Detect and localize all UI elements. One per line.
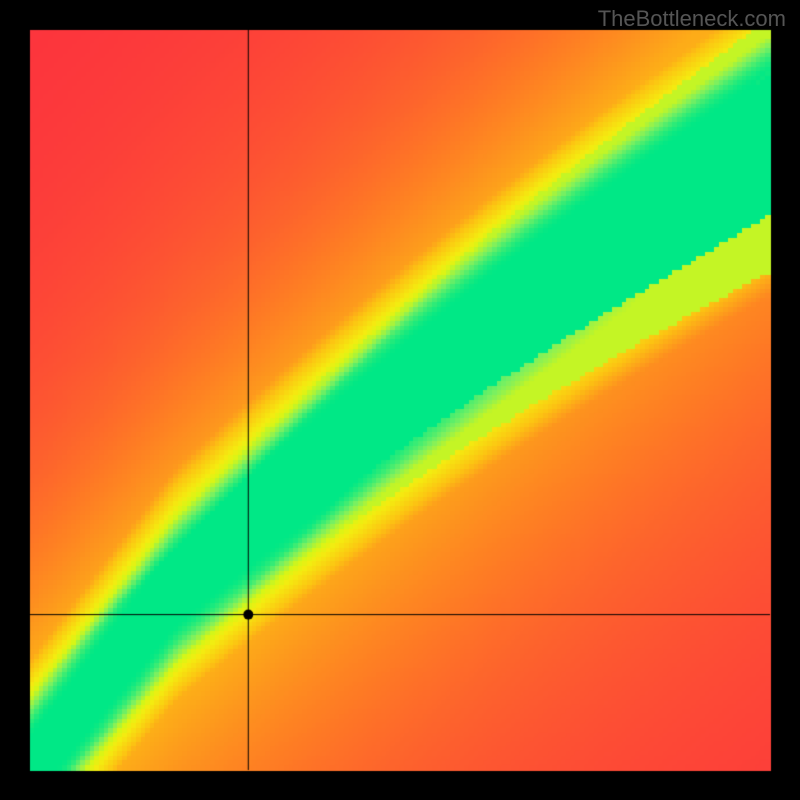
watermark-text: TheBottleneck.com <box>598 6 786 32</box>
chart-container: TheBottleneck.com <box>0 0 800 800</box>
bottleneck-heatmap <box>0 0 800 800</box>
